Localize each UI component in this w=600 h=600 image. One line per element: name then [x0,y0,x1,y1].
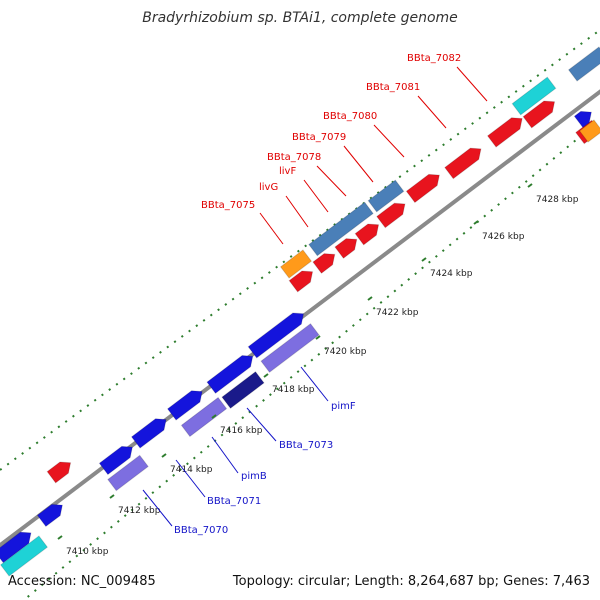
tick-mark [161,453,167,458]
tick-label: 7410 kbp [66,547,109,557]
gene-label-leader [300,366,329,402]
genome-summary-text: Topology: circular; Length: 8,264,687 bp… [232,574,590,589]
tick-label: 7428 kbp [536,195,579,205]
gene-arrow [567,46,600,82]
gene-label-top: BBta_7075 [201,200,255,211]
gene-label-top: BBta_7080 [323,111,377,122]
gene-label-bottom: pimB [241,471,267,482]
gene-arrow [36,503,63,528]
gene-arrow [444,147,482,180]
gene-arrow [288,270,314,293]
gene-arrow [46,461,72,484]
gene-label-leader [456,66,488,102]
tick-label: 7426 kbp [482,232,525,242]
tick-label: 7422 kbp [376,308,419,318]
tick-mark [211,414,217,419]
gene-label-leader [211,436,239,474]
gene-label-leader [175,459,206,498]
gene-arrow [98,445,133,476]
gene-label-leader [373,124,405,158]
gene-arrow [260,323,320,373]
gene-label-leader [142,489,173,527]
tick-mark [57,535,63,540]
gene-arrow [107,454,149,492]
gene-arrow [511,76,557,116]
tick-mark [109,494,115,499]
tick-mark [527,183,533,188]
tick-mark [315,335,321,340]
gene-arrow [279,249,313,279]
gene-arrow [405,173,440,204]
gene-arrow [0,535,49,577]
gene-label-bottom: pimF [331,401,356,412]
gene-arrow [130,418,167,449]
kbp-ticks: 7410 kbp 7412 kbp 7414 kbp 7416 kbp 7418 kbp… [57,183,579,557]
gene-features [0,46,600,577]
gene-label-top: BBta_7078 [267,152,321,163]
gene-arrow [522,100,556,129]
tick-label: 7420 kbp [324,347,367,357]
gene-arrow [367,179,405,213]
gene-arrow [166,390,203,421]
gene-label-top: BBta_7081 [366,82,420,93]
tick-label: 7412 kbp [118,506,161,516]
gene-labels-bottom: BBta_7070 BBta_7071 pimB BBta_7073 pimF [142,366,356,536]
tick-label: 7416 kbp [220,426,263,436]
tick-mark [367,296,373,301]
gene-label-bottom: BBta_7071 [207,496,261,507]
gene-arrow [376,202,406,229]
gene-arrow [312,253,336,274]
gene-label-top: BBta_7079 [292,132,346,143]
gene-arrow [308,201,374,257]
gene-arrow [206,355,254,394]
tick-mark [263,373,269,378]
gene-arrow [486,117,523,148]
gene-arrow [247,312,305,359]
gene-label-leader [259,212,284,245]
gene-arrow [578,119,600,143]
gene-label-leader [303,179,329,213]
gene-label-bottom: BBta_7073 [279,440,333,451]
gene-arrow [573,110,592,129]
tick-label: 7414 kbp [170,465,213,475]
gene-label-top: livG [259,182,278,193]
gene-label-leader [316,165,347,197]
tick-label: 7418 kbp [272,385,315,395]
accession-text: Accession: NC_009485 [8,574,156,589]
gene-arrow [354,223,380,246]
gene-label-top: livF [279,166,296,177]
gene-arrow [180,396,228,438]
gene-label-leader [343,145,374,183]
gene-label-top: BBta_7082 [407,53,461,64]
tick-label: 7424 kbp [430,269,473,279]
tick-mark [473,220,479,225]
tick-mark [421,257,427,262]
gene-arrow [334,238,358,259]
gene-label-leader [246,407,277,442]
gene-arrow [221,371,265,409]
gene-arrow [0,531,32,564]
gene-label-leader [417,95,447,129]
map-title: Bradyrhizobium sp. BTAi1, complete genom… [142,10,458,26]
inner-dotted-track [22,119,600,600]
gene-label-bottom: BBta_7070 [174,525,228,536]
outer-dotted-track [0,29,600,471]
gene-label-leader [285,195,309,228]
